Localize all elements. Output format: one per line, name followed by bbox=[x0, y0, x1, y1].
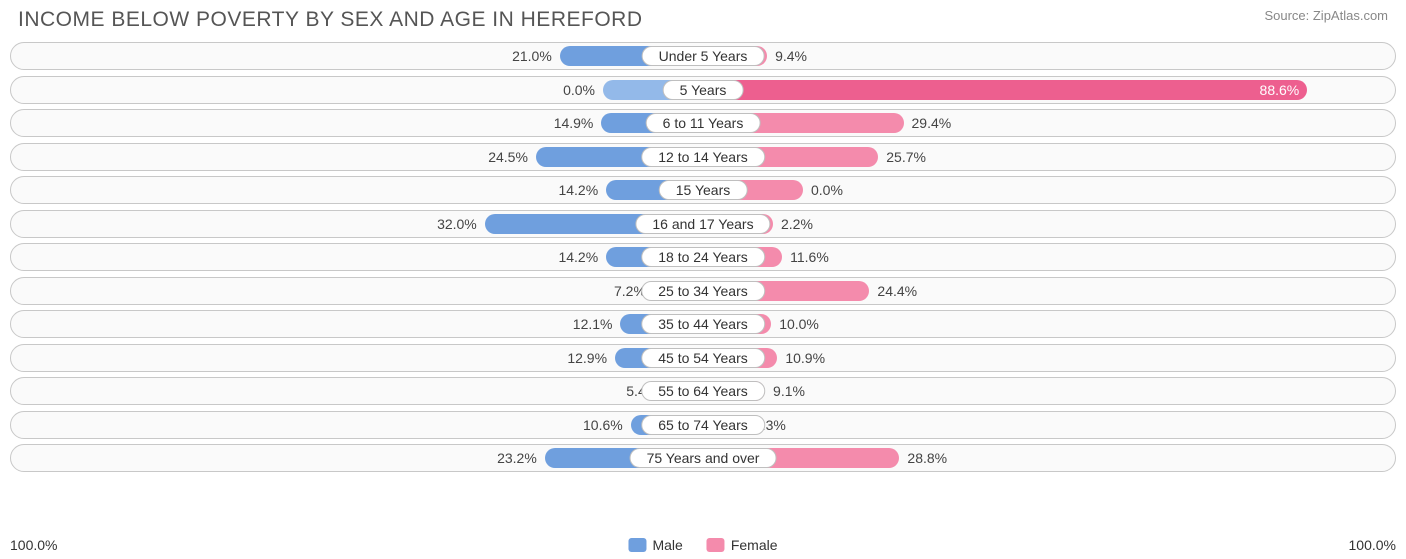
legend-swatch-female bbox=[707, 538, 725, 552]
chart-title: INCOME BELOW POVERTY BY SEX AND AGE IN H… bbox=[18, 8, 642, 32]
value-label-female: 29.4% bbox=[912, 115, 952, 131]
category-label: 35 to 44 Years bbox=[641, 314, 765, 334]
category-label: 45 to 54 Years bbox=[641, 348, 765, 368]
category-label: 12 to 14 Years bbox=[641, 147, 765, 167]
category-label: 16 and 17 Years bbox=[635, 214, 770, 234]
chart-row: 23.2% 28.8% 75 Years and over bbox=[10, 444, 1396, 472]
chart-row: 24.5% 25.7% 12 to 14 Years bbox=[10, 143, 1396, 171]
chart-row: 5.4%9.1%55 to 64 Years bbox=[10, 377, 1396, 405]
category-label: 55 to 64 Years bbox=[641, 381, 765, 401]
category-label: 75 Years and over bbox=[630, 448, 777, 468]
value-label-male: 12.9% bbox=[567, 350, 607, 366]
diverging-bar-chart: 21.0% 9.4% Under 5 Years 0.0% 88.6% 5 Years 14… bbox=[0, 42, 1406, 472]
category-label: Under 5 Years bbox=[642, 46, 765, 66]
value-label-female: 10.0% bbox=[779, 316, 819, 332]
value-label-male: 10.6% bbox=[583, 417, 623, 433]
value-label-male: 32.0% bbox=[437, 216, 477, 232]
legend-item-female: Female bbox=[707, 537, 778, 553]
value-label-female: 88.6% bbox=[1260, 82, 1300, 98]
axis-left-label: 100.0% bbox=[10, 537, 57, 553]
axis-right-label: 100.0% bbox=[1349, 537, 1396, 553]
chart-row: 12.9% 10.9% 45 to 54 Years bbox=[10, 344, 1396, 372]
legend-item-male: Male bbox=[628, 537, 682, 553]
value-label-male: 21.0% bbox=[512, 48, 552, 64]
chart-row: 0.0% 88.6% 5 Years bbox=[10, 76, 1396, 104]
chart-source: Source: ZipAtlas.com bbox=[1264, 8, 1388, 23]
value-label-female: 25.7% bbox=[886, 149, 926, 165]
value-label-female: 11.6% bbox=[790, 249, 829, 265]
value-label-female: 9.4% bbox=[775, 48, 807, 64]
value-label-male: 0.0% bbox=[563, 82, 595, 98]
chart-row: 14.2% 0.0% 15 Years bbox=[10, 176, 1396, 204]
category-label: 15 Years bbox=[659, 180, 748, 200]
category-label: 65 to 74 Years bbox=[641, 415, 765, 435]
value-label-male: 12.1% bbox=[573, 316, 613, 332]
chart-row: 7.2%24.4%25 to 34 Years bbox=[10, 277, 1396, 305]
chart-row: 32.0% 2.2% 16 and 17 Years bbox=[10, 210, 1396, 238]
bar-female bbox=[703, 80, 1307, 100]
value-label-male: 24.5% bbox=[488, 149, 528, 165]
chart-row: 10.6%6.3%65 to 74 Years bbox=[10, 411, 1396, 439]
category-label: 25 to 34 Years bbox=[641, 281, 765, 301]
value-label-male: 14.2% bbox=[558, 249, 598, 265]
legend-label-female: Female bbox=[731, 537, 778, 553]
value-label-male: 14.2% bbox=[558, 182, 598, 198]
value-label-female: 0.0% bbox=[811, 182, 843, 198]
value-label-female: 28.8% bbox=[907, 450, 947, 466]
legend-swatch-male bbox=[628, 538, 646, 552]
value-label-female: 10.9% bbox=[785, 350, 825, 366]
category-label: 18 to 24 Years bbox=[641, 247, 765, 267]
category-label: 6 to 11 Years bbox=[646, 113, 761, 133]
value-label-female: 9.1% bbox=[773, 383, 805, 399]
legend: Male Female bbox=[628, 537, 777, 553]
legend-label-male: Male bbox=[652, 537, 682, 553]
chart-row: 12.1% 10.0% 35 to 44 Years bbox=[10, 310, 1396, 338]
chart-row: 14.9% 29.4% 6 to 11 Years bbox=[10, 109, 1396, 137]
value-label-female: 2.2% bbox=[781, 216, 813, 232]
chart-footer: 100.0% Male Female 100.0% bbox=[10, 537, 1396, 553]
value-label-male: 14.9% bbox=[554, 115, 594, 131]
chart-row: 21.0% 9.4% Under 5 Years bbox=[10, 42, 1396, 70]
value-label-male: 23.2% bbox=[497, 450, 537, 466]
chart-row: 14.2% 11.6% 18 to 24 Years bbox=[10, 243, 1396, 271]
category-label: 5 Years bbox=[663, 80, 744, 100]
value-label-female: 24.4% bbox=[877, 283, 917, 299]
